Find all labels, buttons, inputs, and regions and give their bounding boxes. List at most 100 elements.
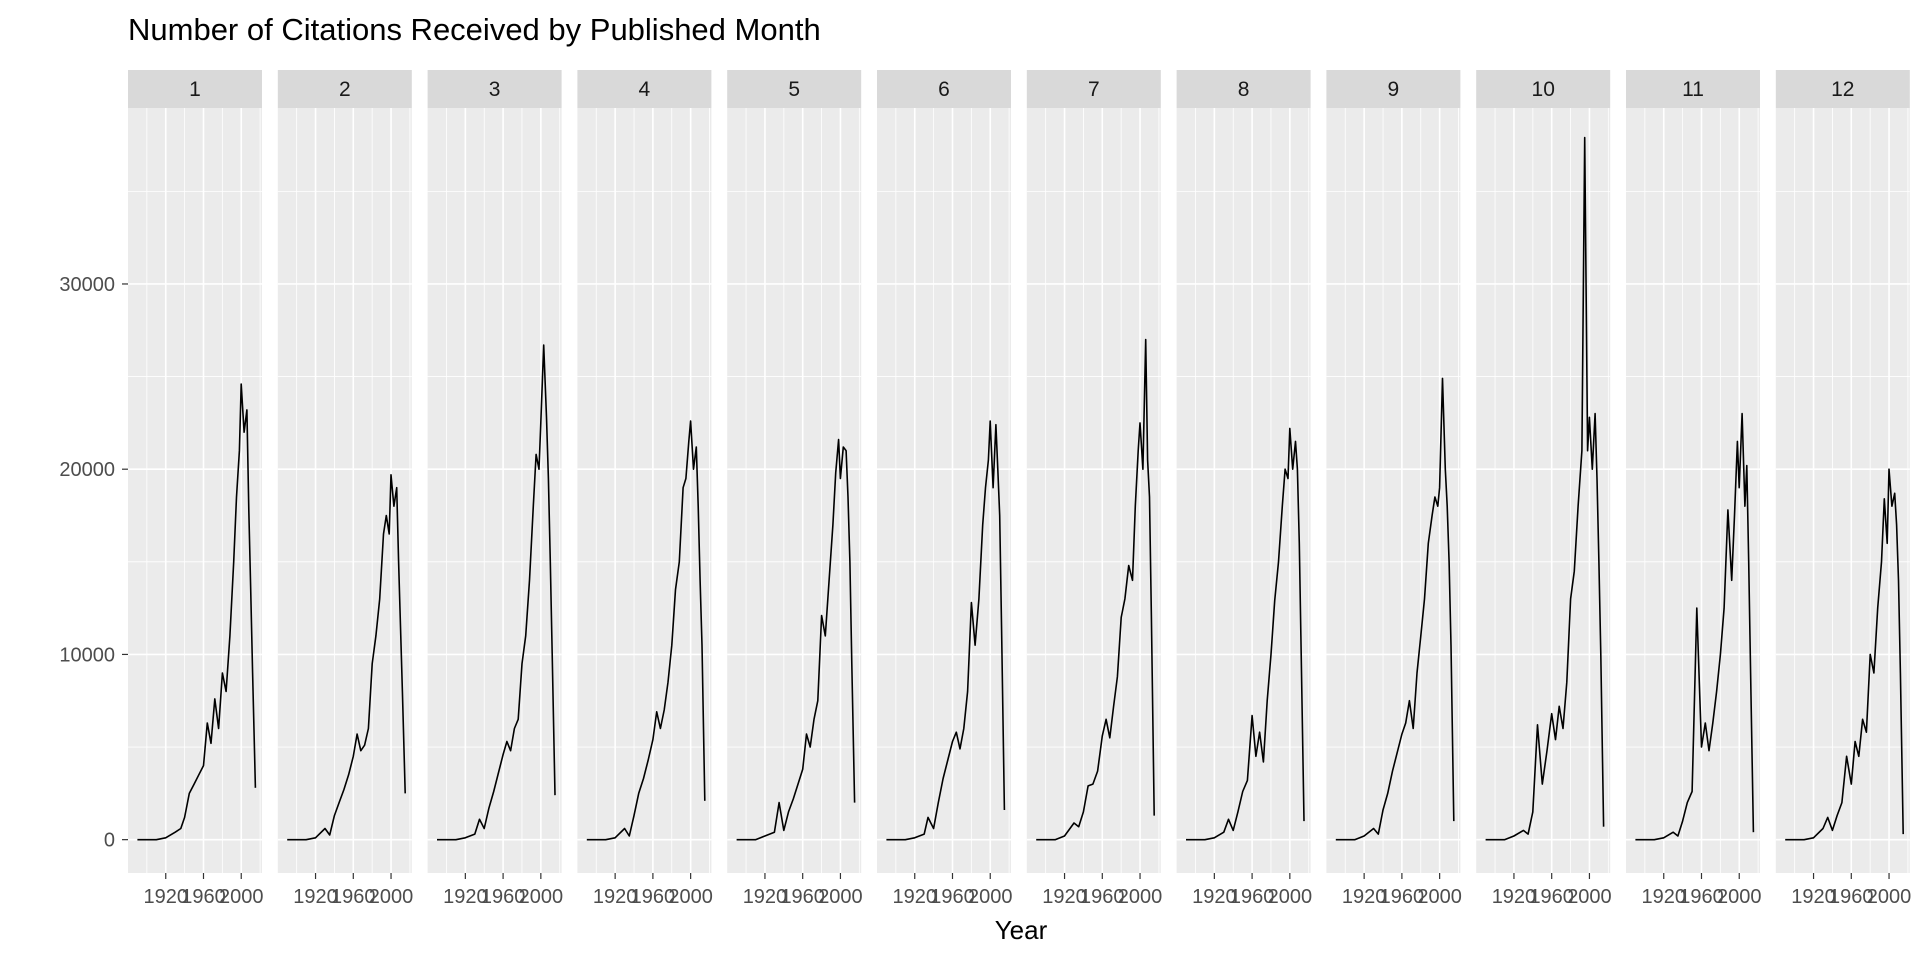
x-tick-label: 1920: [743, 886, 788, 908]
facet-strip: [1326, 70, 1461, 108]
facet-strip: [1775, 70, 1910, 108]
x-tick-label: 1960: [1829, 886, 1874, 908]
facet-strip-label: 11: [1682, 78, 1704, 101]
x-tick-label: 2000: [369, 886, 414, 908]
facet-strip-label: 8: [1238, 78, 1250, 101]
series-line-month-4: [586, 420, 706, 841]
facet-strip-label: 1: [189, 78, 201, 101]
x-tick-label: 1920: [1342, 886, 1387, 908]
facet-strip-label: 4: [639, 78, 651, 101]
x-tick-label: 2000: [668, 886, 713, 908]
x-tick-label: 1920: [1042, 886, 1087, 908]
facet-strip: [1476, 70, 1611, 108]
series-line-month-3: [437, 344, 556, 841]
series-line-month-7: [1036, 338, 1155, 841]
x-tick-label: 1920: [1492, 886, 1537, 908]
x-tick-label: 1920: [1641, 886, 1686, 908]
y-tick-label: 20000: [59, 459, 115, 481]
x-tick-label: 1920: [293, 886, 338, 908]
x-tick-label: 1920: [143, 886, 188, 908]
facet-strip-label: 9: [1388, 78, 1400, 101]
facet-strip-label: 3: [489, 78, 501, 101]
x-tick-label: 2000: [1867, 886, 1912, 908]
series-line-month-5: [736, 438, 856, 841]
facet-strip: [1176, 70, 1311, 108]
panel-background: [277, 108, 412, 873]
series-line-month-8: [1186, 427, 1305, 841]
x-tick-label: 1920: [892, 886, 937, 908]
x-tick-label: 2000: [219, 886, 264, 908]
facet-strip: [1626, 70, 1760, 108]
panel-background: [1476, 108, 1611, 873]
series-line-month-9: [1335, 377, 1455, 841]
facet-strip: [877, 70, 1011, 108]
facet-strip-label: 5: [788, 78, 800, 101]
facet-strip: [277, 70, 412, 108]
x-tick-label: 1960: [1380, 886, 1425, 908]
facet-strip: [128, 70, 262, 108]
series-line-month-2: [287, 473, 406, 841]
facet-strip: [427, 70, 562, 108]
panel-background: [427, 108, 562, 873]
x-tick-label: 2000: [1567, 886, 1612, 908]
x-tick-label: 1920: [1192, 886, 1237, 908]
facet-strip: [727, 70, 862, 108]
x-tick-label: 1960: [181, 886, 226, 908]
y-tick-label: 0: [104, 830, 115, 852]
y-tick-label: 30000: [59, 274, 115, 296]
x-tick-label: 1920: [443, 886, 488, 908]
y-axis: 0 10000 20000 30000: [59, 274, 128, 852]
series-line-month-10: [1485, 136, 1605, 841]
x-tick-label: 2000: [818, 886, 863, 908]
x-tick-label: 2000: [1717, 886, 1762, 908]
y-tick-label: 10000: [59, 644, 115, 666]
series-line-month-11: [1635, 412, 1755, 841]
x-tick-label: 1920: [1791, 886, 1836, 908]
series-line-month-1: [137, 383, 257, 841]
facet-strip-label: 7: [1088, 78, 1100, 101]
x-tick-label: 2000: [968, 886, 1013, 908]
series-line-month-12: [1785, 468, 1904, 841]
x-tick-label: 1960: [1529, 886, 1574, 908]
chart-title: Number of Citations Received by Publishe…: [128, 12, 821, 47]
series-line-month-6: [886, 420, 1006, 841]
panel-background: [1026, 108, 1161, 873]
x-tick-label: 1960: [930, 886, 975, 908]
x-tick-label: 1960: [1679, 886, 1724, 908]
x-tick-label: 2000: [1268, 886, 1313, 908]
x-tick-label: 2000: [1417, 886, 1462, 908]
panel-background: [1176, 108, 1311, 873]
facet-strip: [1026, 70, 1161, 108]
x-tick-label: 1960: [1230, 886, 1275, 908]
facet-strip-label: 10: [1532, 78, 1555, 101]
panel-background: [1326, 108, 1461, 873]
panel-background: [877, 108, 1011, 873]
x-tick-label: 1960: [481, 886, 526, 908]
facet-panels: 1192019602000219201960200031920196020004…: [128, 70, 1911, 908]
x-tick-label: 2000: [519, 886, 564, 908]
x-tick-label: 1960: [631, 886, 676, 908]
facet-strip-label: 2: [339, 78, 351, 101]
x-axis-title: Year: [995, 915, 1048, 945]
panel-background: [727, 108, 862, 873]
facet-strip: [577, 70, 712, 108]
x-tick-label: 2000: [1118, 886, 1163, 908]
panel-background: [577, 108, 712, 873]
x-tick-label: 1920: [593, 886, 638, 908]
x-tick-label: 1960: [1080, 886, 1125, 908]
x-tick-label: 1960: [780, 886, 825, 908]
